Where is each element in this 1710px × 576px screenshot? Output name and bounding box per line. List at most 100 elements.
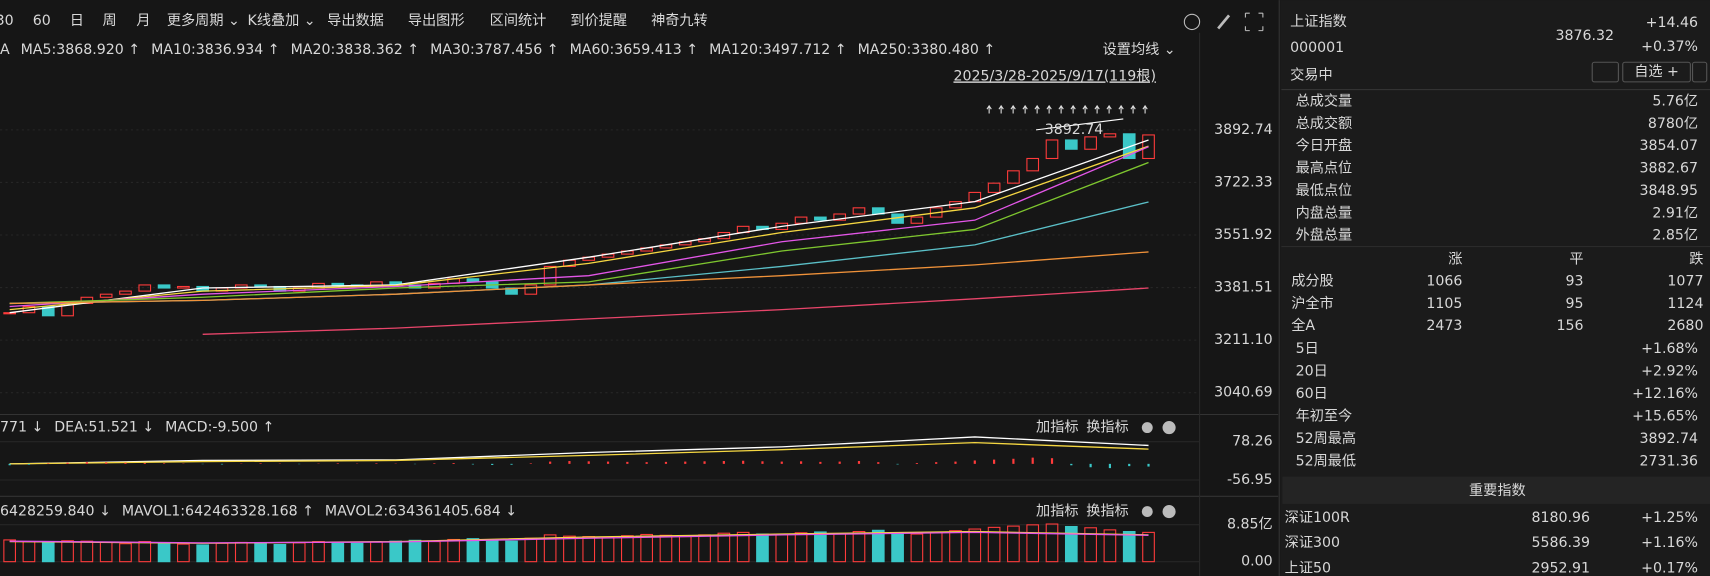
settings-button[interactable]: 设置均线 ⌄ [1103,42,1176,58]
stat-value: 2.85亿 [1652,228,1698,244]
alert-button[interactable] [1591,61,1619,83]
stat-label: 内盘总量 [1296,204,1353,221]
perf-label: 5日 [1296,341,1319,357]
y-tick-label: 3722.33 [1214,174,1273,190]
toolbar-item[interactable]: 到价提醒 [570,13,627,29]
breadth-header: 平 [1569,252,1583,268]
toolbar-item[interactable]: 导出图形 [408,13,465,29]
legend-cut: 6428259.840 ↓ [0,504,111,520]
volume-bar [119,543,132,563]
legend-entry: MAVOL1:642463328.168 ↑ [122,504,314,520]
index-row-price: 8180.96 [1531,510,1590,526]
legend-entry: MA30:3787.456 ↑ [430,42,559,58]
index-row-name[interactable]: 上证50 [1285,560,1331,576]
volume-bar [717,532,731,563]
index-row-name[interactable]: 深证300 [1285,535,1340,551]
watch-label[interactable]: 自选 + [1634,64,1679,80]
watch-button[interactable] [1622,61,1691,83]
candle [1103,133,1117,138]
toolbar-item[interactable]: 周 [103,13,117,29]
candle [543,265,557,286]
signal-mark [1130,104,1136,114]
close-icon[interactable] [1162,505,1176,519]
breadth-value: 1077 [1667,273,1703,289]
volume-bar [910,533,924,563]
tool-button[interactable]: 加指标 [1036,504,1078,520]
index-code: 000001 [1290,40,1344,56]
volume-bar [871,529,885,563]
index-name: 上证指数 [1290,14,1347,30]
volume-bar [987,526,1001,563]
candle [1045,139,1059,160]
tool-button[interactable]: 换指标 [1086,503,1128,520]
perf-value: +2.92% [1641,364,1698,380]
stat-value: 8780亿 [1648,116,1698,132]
settings-icon[interactable] [1141,506,1153,518]
breadth-value: 1105 [1426,296,1462,312]
perf-label: 52周最高 [1296,430,1356,447]
ma-line [202,287,1149,335]
close-icon[interactable] [1162,421,1176,435]
legend-entry: DEA:51.521 ↓ [54,420,154,436]
toolbar-item[interactable]: 区间统计 [490,13,547,29]
volume-bar [1142,531,1155,563]
volume-bar [331,541,345,563]
ma-line [9,436,1149,465]
volume-bar [80,540,94,563]
index-row-pct: +1.25% [1641,510,1698,526]
icon[interactable] [1244,12,1264,32]
perf-label: 52周最低 [1296,453,1356,469]
toolbar-item[interactable]: 60 [33,13,51,29]
breadth-value: 1066 [1426,273,1462,289]
toolbar-item[interactable]: 月 [136,13,150,29]
candle [119,290,132,295]
settings-icon[interactable] [1141,422,1153,434]
volume-bar [1026,524,1040,563]
toolbar-item[interactable]: 更多周期 ⌄ [167,12,240,29]
y-tick-label: 8.85亿 [1227,517,1273,533]
index-row-pct: +1.16% [1641,535,1698,551]
signal-mark [1082,104,1088,114]
volume-bar [1122,531,1136,563]
ma-line [9,161,1149,305]
signal-mark [1070,104,1076,114]
index-row-name[interactable]: 深证100R [1285,510,1350,526]
candle [1084,136,1097,150]
volume-bar [543,534,557,563]
volume-bar [949,530,962,563]
ma-line [9,251,1149,305]
toolbar-item[interactable]: 30 [0,13,14,29]
range-label: 2025/3/28-2025/9/17(119根) [953,68,1156,84]
candle [814,216,827,221]
stat-label: 总成交量 [1296,93,1353,110]
section-title: 重要指数 [1469,483,1526,499]
y-tick-label: 3551.92 [1214,227,1273,243]
candle [852,207,866,215]
volume-bar [640,533,653,563]
volume-bar [891,532,904,563]
tool-button[interactable]: 加指标 [1036,420,1078,436]
breadth-value: 1124 [1667,296,1703,312]
icon[interactable] [1217,14,1231,30]
legend-cut: A [0,42,10,58]
legend-entry: MA120:3497.712 ↑ [709,42,847,58]
toolbar-item[interactable]: 日 [70,13,84,29]
y-tick-label: -56.95 [1227,472,1273,488]
candle [833,213,847,221]
breadth-header: 跌 [1689,252,1703,268]
toolbar-item[interactable]: 导出数据 [327,13,384,29]
perf-value: 3892.74 [1639,431,1698,447]
toolbar-item[interactable]: K线叠加 ⌄ [248,13,316,29]
legend-entry: MA20:3838.362 ↑ [291,42,420,58]
tool-button[interactable]: 换指标 [1086,419,1128,436]
dropdown-button[interactable] [1692,61,1708,83]
candle [775,222,789,230]
index-row-price: 2952.91 [1531,560,1590,576]
breadth-value: 156 [1556,318,1583,334]
toolbar-item[interactable]: 神奇九转 [651,12,708,29]
perf-label: 20日 [1296,364,1328,380]
icon[interactable] [1183,13,1201,31]
perf-value: +12.16% [1632,386,1698,402]
